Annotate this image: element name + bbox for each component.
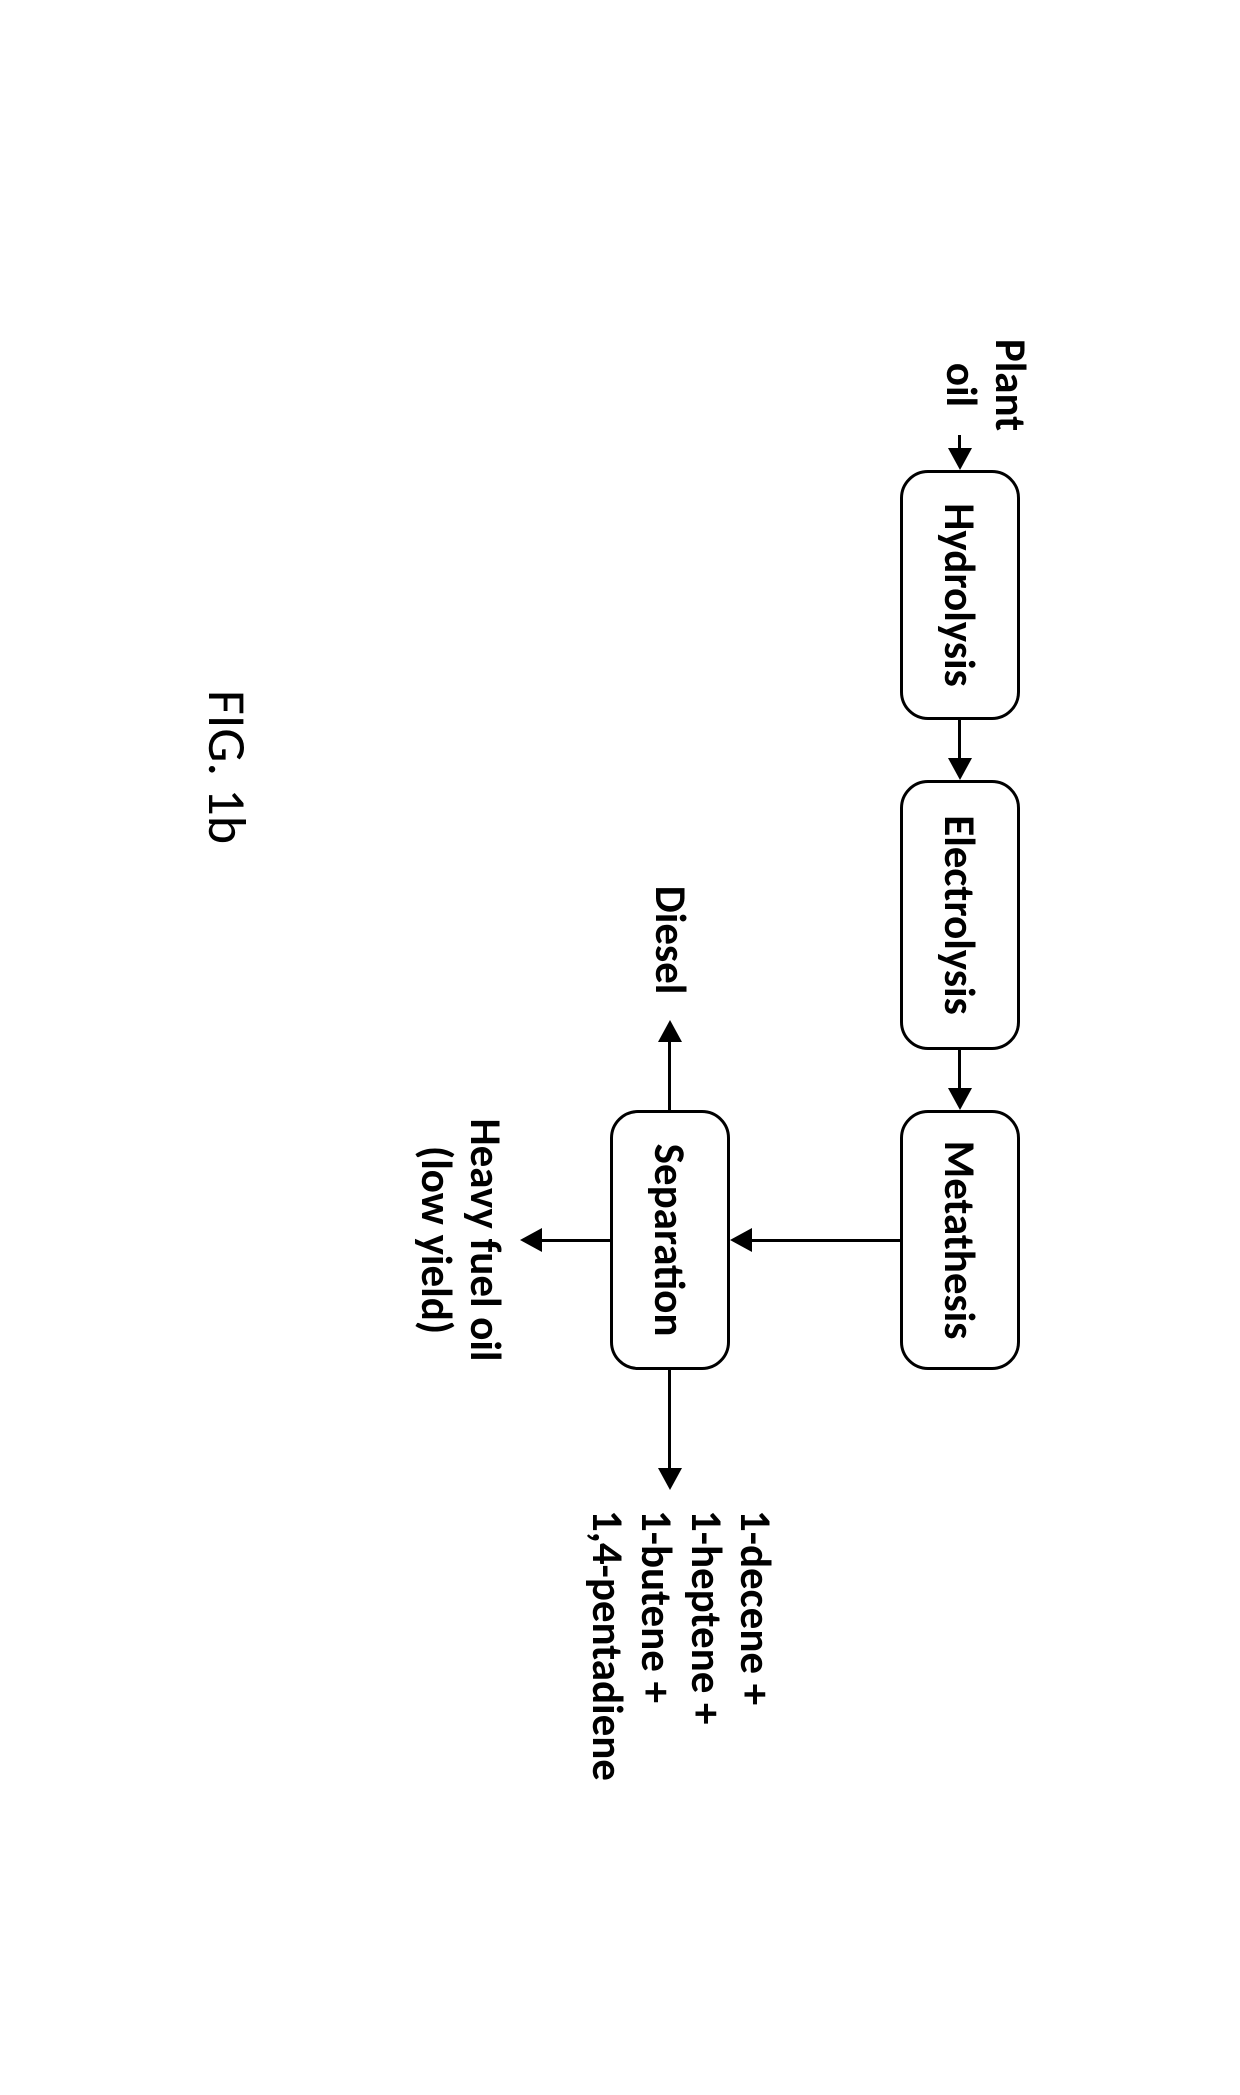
arrow-head-icon bbox=[948, 758, 972, 780]
electrolysis-box: Electrolysis bbox=[900, 780, 1020, 1050]
metathesis-box: Metathesis bbox=[900, 1110, 1020, 1370]
plant-oil-label: Plantoil bbox=[936, 330, 1035, 440]
arrow-line bbox=[959, 1050, 962, 1092]
separation-box: Separation bbox=[610, 1110, 730, 1370]
arrow-line bbox=[669, 1370, 672, 1472]
arrow-head-icon bbox=[658, 1020, 682, 1042]
arrow-head-icon bbox=[730, 1228, 752, 1252]
hydrolysis-box: Hydrolysis bbox=[900, 470, 1020, 720]
arrow-head-icon bbox=[948, 448, 972, 470]
arrow-line bbox=[959, 720, 962, 762]
products-label: 1-decene +1-heptene +1-butene +1,4-penta… bbox=[582, 1510, 780, 1840]
figure-label: FIG. 1b bbox=[194, 690, 260, 844]
heavy-fuel-label: Heavy fuel oil(low yield) bbox=[411, 1095, 510, 1385]
hydrolysis-label: Hydrolysis bbox=[934, 503, 987, 687]
metathesis-label: Metathesis bbox=[934, 1141, 987, 1340]
arrow-head-icon bbox=[948, 1088, 972, 1110]
flowchart-diagram: Hydrolysis Electrolysis Metathesis Separ… bbox=[220, 340, 1020, 1940]
separation-label: Separation bbox=[644, 1144, 697, 1337]
electrolysis-label: Electrolysis bbox=[934, 815, 987, 1014]
arrow-head-icon bbox=[658, 1468, 682, 1490]
arrow-line bbox=[748, 1239, 900, 1242]
arrow-line bbox=[538, 1239, 610, 1242]
arrow-head-icon bbox=[520, 1228, 542, 1252]
rotated-container: Hydrolysis Electrolysis Metathesis Separ… bbox=[0, 0, 1240, 2095]
diesel-label: Diesel bbox=[646, 870, 695, 1010]
arrow-line bbox=[669, 1038, 672, 1110]
